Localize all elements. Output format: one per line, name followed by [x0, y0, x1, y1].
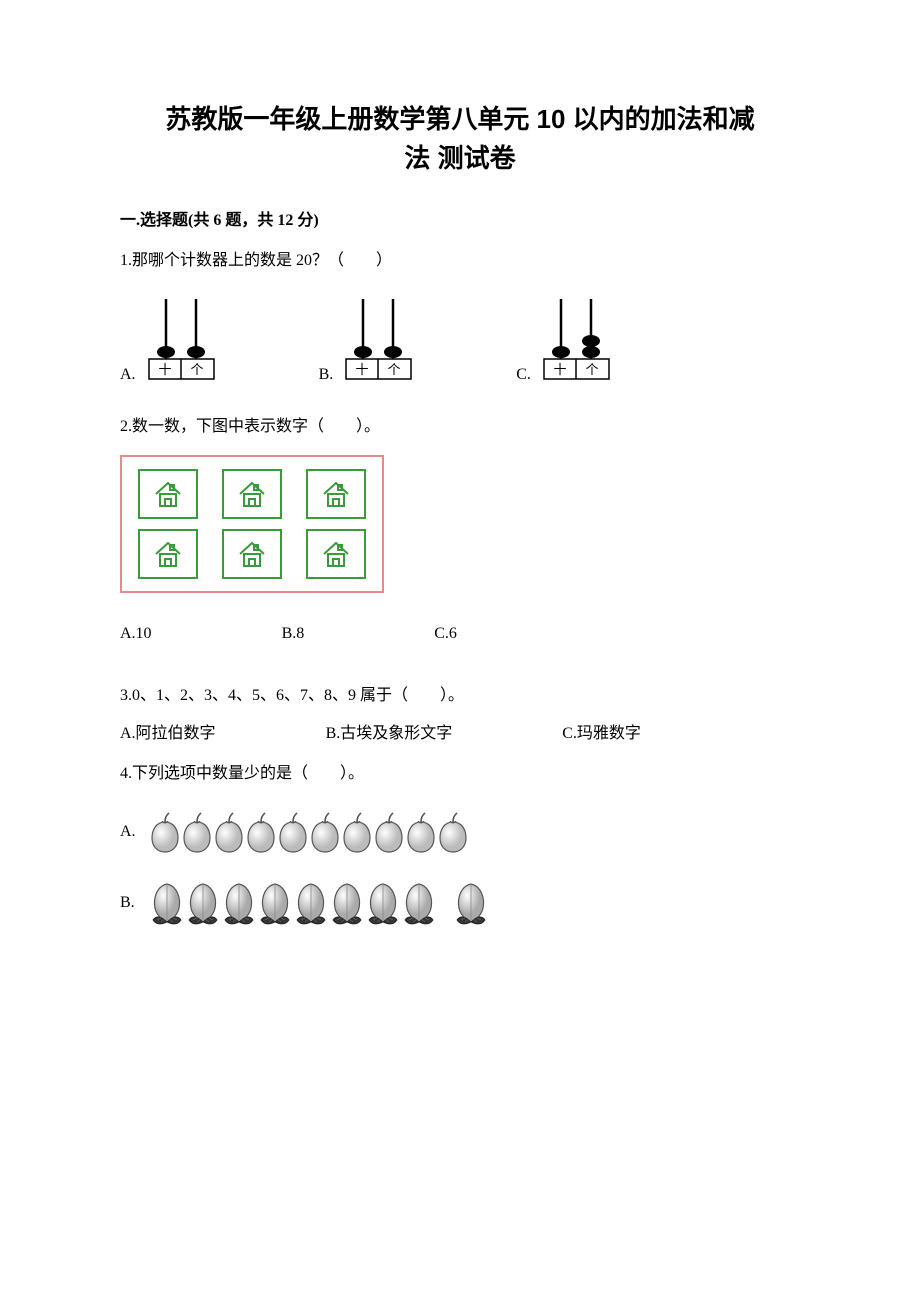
house-icon — [306, 529, 366, 579]
q1-options-row: A. 十 个 B. — [120, 294, 800, 384]
q2-text: 2.数一数，下图中表示数字（ ）。 — [120, 414, 800, 440]
q1-text: 1.那哪个计数器上的数是 20？（ ） — [120, 248, 800, 274]
svg-text:个: 个 — [388, 362, 401, 377]
q2-opt-c: C.6 — [434, 625, 457, 643]
title-line-1: 苏教版一年级上册数学第八单元 10 以内的加法和减 — [165, 104, 754, 134]
title-line-2: 法 测试卷 — [404, 143, 515, 173]
q1-option-b: B. 十 个 — [319, 294, 417, 384]
abacus-c: 十 个 — [539, 294, 614, 384]
q4-option-b: B. — [120, 878, 800, 928]
q2-options: A.10 B.8 C.6 — [120, 625, 800, 643]
q4-option-a: A. — [120, 810, 800, 854]
q1-opt-a-label: A. — [120, 366, 136, 383]
abacus-ones-label: 个 — [190, 362, 203, 377]
abacus-b: 十 个 — [341, 294, 416, 384]
house-icon — [138, 469, 198, 519]
q2-opt-b: B.8 — [282, 625, 305, 643]
q4-text: 4.下列选项中数量少的是（ ）。 — [120, 761, 800, 787]
q1-option-c: C. 十 个 — [516, 294, 614, 384]
svg-text:十: 十 — [356, 362, 369, 377]
svg-text:个: 个 — [585, 362, 598, 377]
q2-house-box — [120, 455, 384, 593]
house-icon — [306, 469, 366, 519]
section-1-heading: 一.选择题(共 6 题，共 12 分) — [120, 206, 800, 230]
q2-opt-a: A.10 — [120, 625, 152, 643]
q3-options: A.阿拉伯数字 B.古埃及象形文字 C.玛雅数字 — [120, 719, 800, 743]
document-title: 苏教版一年级上册数学第八单元 10 以内的加法和减 法 测试卷 — [120, 100, 800, 178]
q3-opt-c: C.玛雅数字 — [562, 719, 641, 743]
house-icon — [222, 529, 282, 579]
q4-opt-b-label: B. — [120, 894, 135, 912]
q4-opt-a-label: A. — [120, 823, 136, 841]
house-icon — [138, 529, 198, 579]
q3-text: 3.0、1、2、3、4、5、6、7、8、9 属于（ ）。 — [120, 683, 800, 709]
q1-option-a: A. 十 个 — [120, 294, 219, 384]
house-icon — [222, 469, 282, 519]
q1-opt-c-label: C. — [516, 366, 531, 383]
svg-text:十: 十 — [553, 362, 566, 377]
abacus-tens-label: 十 — [158, 362, 171, 377]
q3-opt-b: B.古埃及象形文字 — [326, 719, 453, 743]
page: 苏教版一年级上册数学第八单元 10 以内的加法和减 法 测试卷 一.选择题(共 … — [0, 0, 920, 1302]
peaches-row — [147, 878, 487, 928]
q2-house-grid — [138, 469, 366, 579]
q1-opt-b-label: B. — [319, 366, 334, 383]
abacus-a: 十 个 — [144, 294, 219, 384]
apples-row — [148, 810, 468, 854]
q3-opt-a: A.阿拉伯数字 — [120, 719, 216, 743]
